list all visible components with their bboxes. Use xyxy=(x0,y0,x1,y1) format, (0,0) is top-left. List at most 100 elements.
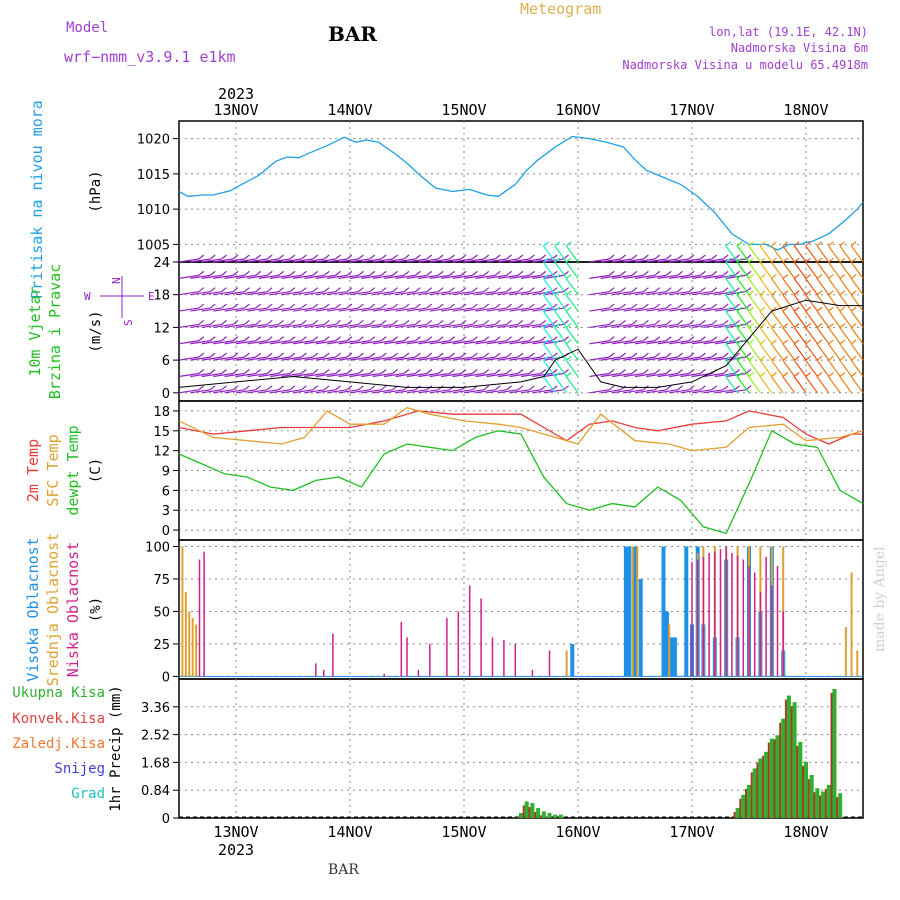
wind-barb-flag xyxy=(232,287,239,293)
wind-barb xyxy=(372,274,393,279)
wind-barb-flag xyxy=(722,385,729,391)
wind-barb-flag xyxy=(301,319,307,325)
wind-barb-flag xyxy=(506,303,512,309)
wind-barb xyxy=(554,294,568,312)
wind-barb-flag xyxy=(793,372,800,378)
wind-barb-flag xyxy=(244,352,250,358)
wind-barb-flag xyxy=(850,323,857,329)
wind-barb-flag xyxy=(369,254,376,260)
wind-barb-flag xyxy=(255,385,262,391)
wind-barb-flag xyxy=(437,319,444,325)
wind-barb xyxy=(691,258,712,263)
cloud-bar xyxy=(664,611,669,677)
wind-barb-flag xyxy=(816,323,823,329)
wind-barb-flag xyxy=(335,369,341,374)
wind-barb-flag xyxy=(748,339,755,345)
wind-barb xyxy=(292,389,313,394)
day-label-top: 18NOV xyxy=(783,101,828,119)
y-tick-label: 0 xyxy=(162,387,170,402)
wind-barb xyxy=(258,372,279,378)
wind-barb xyxy=(725,245,739,263)
wind-barb xyxy=(224,274,245,279)
wind-barb-flag xyxy=(850,306,857,312)
wind-barb-flag xyxy=(198,303,205,309)
wind-barb-flag xyxy=(722,352,729,358)
wind-barb xyxy=(315,372,336,378)
wind-barb xyxy=(532,389,553,394)
cloud-bar xyxy=(195,624,198,677)
wind-barb xyxy=(703,340,724,345)
cloud-bar xyxy=(514,643,517,677)
wind-barb xyxy=(338,372,359,378)
precip-bar xyxy=(530,803,535,818)
precip-bar-conv xyxy=(522,805,525,818)
wind-barb-flag xyxy=(346,369,353,374)
wind-barb-flag xyxy=(494,385,501,391)
precip-bar-conv xyxy=(539,815,542,818)
wind-barb xyxy=(816,245,830,263)
wind-barb-flag xyxy=(654,369,661,374)
wind-barb-flag xyxy=(209,385,216,391)
wind-barb xyxy=(486,323,507,329)
wind-barb-flag xyxy=(543,323,549,329)
wind-barb-flag xyxy=(301,254,307,260)
wind-barb xyxy=(759,245,773,263)
cloud-bar xyxy=(203,551,205,677)
wind-barb xyxy=(805,327,818,345)
wind-barb-flag xyxy=(358,270,364,276)
wind-barb xyxy=(634,340,655,345)
wind-barb-flag xyxy=(289,287,296,293)
wind-barb-flag xyxy=(839,274,846,280)
precip-bar-conv xyxy=(733,812,736,818)
wind-barb xyxy=(850,294,864,312)
wind-barb xyxy=(589,356,610,361)
wind-barb-flag xyxy=(748,372,755,378)
wind-barb-flag xyxy=(759,306,766,312)
wind-barb xyxy=(349,356,370,361)
axis-label: Brzina i Pravac xyxy=(46,264,64,399)
wind-barb xyxy=(281,372,302,378)
wind-barb-flag xyxy=(554,339,561,345)
wind-barb-flag xyxy=(850,355,857,361)
wind-barb xyxy=(224,356,245,361)
axis-label: 2m Temp xyxy=(24,439,42,502)
cloud-bar xyxy=(468,585,471,677)
wind-barb-flag xyxy=(631,369,638,374)
precip-bar xyxy=(758,758,763,818)
wind-barb xyxy=(532,274,553,279)
precip-bar-conv xyxy=(790,706,793,818)
wind-barb xyxy=(429,274,450,279)
cloud-bar xyxy=(844,627,847,677)
cloud-bar xyxy=(570,643,575,677)
wind-barb xyxy=(372,340,393,345)
cloud-bar xyxy=(672,637,677,677)
wind-barb-flag xyxy=(565,257,572,263)
wind-barb-flag xyxy=(771,355,777,361)
wind-barb xyxy=(224,340,245,345)
wind-barb xyxy=(714,291,735,296)
wind-barb-flag xyxy=(278,254,284,260)
wind-barb-flag xyxy=(472,319,478,325)
precip-bar xyxy=(781,718,786,818)
footer-station: BAR xyxy=(328,862,359,878)
wind-barb xyxy=(669,274,690,279)
wind-barb-flag xyxy=(631,254,638,260)
wind-barb-flag xyxy=(608,319,615,325)
wind-barb xyxy=(554,376,568,394)
wind-barb-flag xyxy=(700,369,706,374)
wind-barb xyxy=(793,343,807,361)
y-tick-label: 12 xyxy=(153,321,170,336)
precip-bar-conv xyxy=(819,795,822,818)
wind-barb-flag xyxy=(839,257,846,263)
y-tick-label: 75 xyxy=(153,573,170,588)
wind-barb-flag xyxy=(255,287,262,293)
wind-barb-flag xyxy=(677,319,683,325)
wind-barb xyxy=(657,389,678,394)
wind-barb-flag xyxy=(346,254,353,260)
wind-barb-flag xyxy=(736,306,743,312)
wind-barb-flag xyxy=(665,319,672,325)
precip-bar xyxy=(798,741,803,818)
wind-barb xyxy=(201,291,222,296)
wind-barb xyxy=(201,372,222,378)
wind-barb xyxy=(680,274,701,279)
